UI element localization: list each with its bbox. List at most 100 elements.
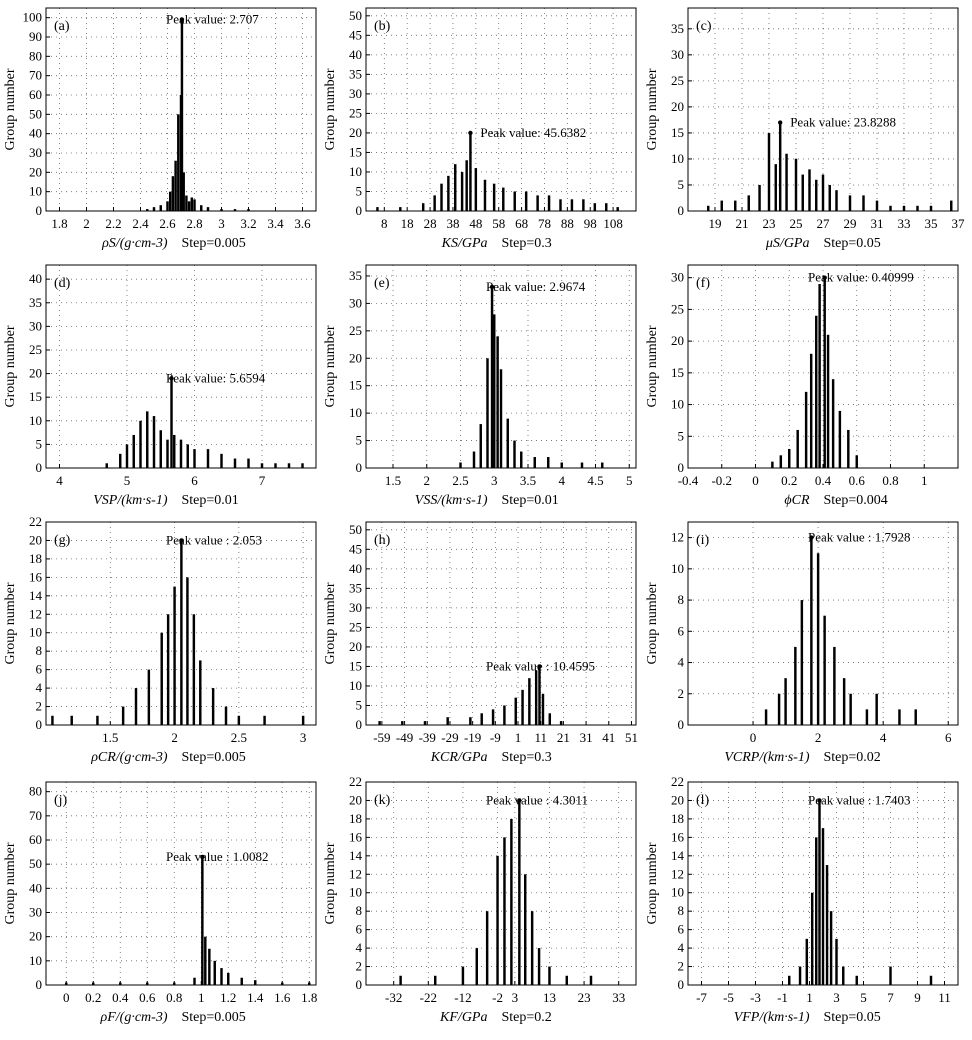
histogram-bar bbox=[513, 191, 516, 211]
histogram-bar bbox=[173, 586, 176, 725]
x-axis-label: VSS/(km·s-1) bbox=[415, 493, 488, 508]
panel-i: 0 2 4 6 0 2 4 6 8 10 12 (i) Peak value : 1.7928 VCRP/… bbox=[645, 521, 959, 765]
histogram-bar bbox=[826, 334, 830, 468]
histogram-bar bbox=[847, 429, 850, 468]
y-tick-label: 0 bbox=[356, 460, 363, 475]
histogram-bar bbox=[916, 205, 919, 211]
x-tick-label: 9 bbox=[914, 990, 921, 1005]
y-tick-label: 10 bbox=[671, 151, 684, 166]
y-tick-label: 8 bbox=[678, 903, 685, 918]
histogram-bar bbox=[208, 948, 211, 985]
step-label: Step=0.01 bbox=[182, 493, 239, 508]
panel-label: (e) bbox=[374, 276, 390, 291]
x-tick-label: 4 bbox=[880, 730, 887, 745]
y-tick-label: 50 bbox=[29, 106, 42, 121]
x-axis-label: μS/GPa bbox=[765, 236, 810, 251]
histogram-bar bbox=[132, 434, 135, 468]
y-tick-label: 80 bbox=[29, 784, 42, 799]
x-tick-label: -22 bbox=[420, 990, 437, 1005]
x-tick-label: -59 bbox=[373, 730, 390, 745]
x-tick-label: 1.6 bbox=[274, 990, 291, 1005]
y-tick-label: 35 bbox=[349, 66, 362, 81]
x-tick-label: 33 bbox=[612, 990, 625, 1005]
y-axis-label: Group number bbox=[323, 842, 338, 924]
histogram-bar bbox=[187, 201, 191, 211]
x-tick-label: 3.4 bbox=[267, 216, 284, 231]
x-tick-label: -9 bbox=[490, 730, 501, 745]
histogram-bar bbox=[503, 705, 506, 725]
y-tick-label: 10 bbox=[671, 561, 684, 576]
histogram-bar bbox=[301, 463, 304, 468]
histogram-bar bbox=[914, 709, 917, 725]
plot-frame bbox=[45, 264, 317, 469]
histogram-bar bbox=[774, 164, 777, 211]
histogram-bar bbox=[213, 960, 216, 985]
y-tick-label: 10 bbox=[349, 885, 362, 900]
y-tick-label: 35 bbox=[349, 580, 362, 595]
histogram-bar bbox=[493, 314, 496, 468]
histogram-bar bbox=[821, 828, 825, 985]
y-tick-label: 50 bbox=[349, 8, 362, 23]
histogram-bar bbox=[192, 614, 196, 725]
histogram-bar bbox=[809, 353, 813, 468]
y-tick-label: 2 bbox=[678, 686, 685, 701]
x-tick-label: -39 bbox=[419, 730, 436, 745]
histogram-bar bbox=[399, 207, 402, 211]
histogram-bar bbox=[528, 678, 531, 725]
y-tick-label: 30 bbox=[349, 600, 362, 615]
x-tick-label: -3 bbox=[750, 990, 761, 1005]
x-tick-label: 2.2 bbox=[105, 216, 121, 231]
y-tick-label: 25 bbox=[349, 323, 362, 338]
panel-label: (i) bbox=[696, 533, 710, 548]
x-tick-label: -32 bbox=[385, 990, 402, 1005]
x-tick-label: 28 bbox=[424, 216, 437, 231]
histogram-bar bbox=[171, 176, 175, 211]
peak-marker bbox=[179, 17, 185, 22]
histogram-bar bbox=[823, 615, 826, 725]
y-tick-label: 100 bbox=[23, 10, 43, 25]
y-axis-label: Group number bbox=[323, 325, 338, 407]
plot-frame bbox=[365, 264, 637, 469]
x-tick-label: 21 bbox=[736, 216, 749, 231]
y-tick-label: 14 bbox=[349, 848, 363, 863]
histogram-bar bbox=[119, 453, 122, 468]
x-tick-label: 0.4 bbox=[112, 990, 129, 1005]
histogram-bar bbox=[378, 721, 381, 725]
y-tick-label: 40 bbox=[29, 271, 42, 286]
panel-h: -59 -49 -39 -29 -19 -9 1 11 21 31 41 51051015202530… bbox=[323, 521, 638, 765]
histogram-bar bbox=[447, 175, 450, 211]
histogram-bar bbox=[460, 171, 464, 211]
x-tick-label: 1.8 bbox=[301, 990, 317, 1005]
x-tick-label: 5 bbox=[860, 990, 867, 1005]
y-tick-label: 60 bbox=[29, 87, 42, 102]
histogram-bar bbox=[496, 855, 499, 985]
y-tick-label: 20 bbox=[349, 639, 362, 654]
y-tick-label: 20 bbox=[671, 792, 684, 807]
y-tick-label: 70 bbox=[29, 68, 42, 83]
histogram-bar bbox=[875, 200, 879, 211]
histogram-bar bbox=[233, 458, 237, 468]
y-tick-label: 15 bbox=[349, 144, 362, 159]
x-tick-label: 29 bbox=[844, 216, 857, 231]
histogram-bar bbox=[593, 203, 597, 211]
histogram-bar bbox=[160, 632, 163, 725]
histogram-bar bbox=[227, 972, 230, 985]
y-tick-label: 20 bbox=[29, 164, 42, 179]
y-tick-label: 15 bbox=[29, 389, 42, 404]
y-tick-label: 5 bbox=[678, 428, 685, 443]
x-tick-label: 23 bbox=[763, 216, 776, 231]
histogram-bar bbox=[788, 448, 791, 468]
histogram-bar bbox=[446, 717, 449, 725]
histogram-bar bbox=[193, 199, 196, 211]
x-tick-label: 5 bbox=[626, 473, 633, 488]
panel-k: -32 -22 -12 -2 3 13 23 33 0 2 4 6 8 10 12 14 16 18 20 22 (k)… bbox=[323, 774, 637, 1025]
histogram-bar bbox=[855, 455, 858, 468]
panel-label: (b) bbox=[374, 19, 391, 34]
peak-marker bbox=[179, 538, 184, 543]
histogram-bar bbox=[537, 948, 541, 985]
histogram-bar bbox=[185, 195, 188, 211]
x-axis-label: ρF/(g·cm-3) bbox=[100, 1010, 168, 1025]
x-tick-label: -19 bbox=[464, 730, 481, 745]
histogram-bar bbox=[237, 715, 241, 725]
y-tick-label: 0 bbox=[356, 717, 363, 732]
